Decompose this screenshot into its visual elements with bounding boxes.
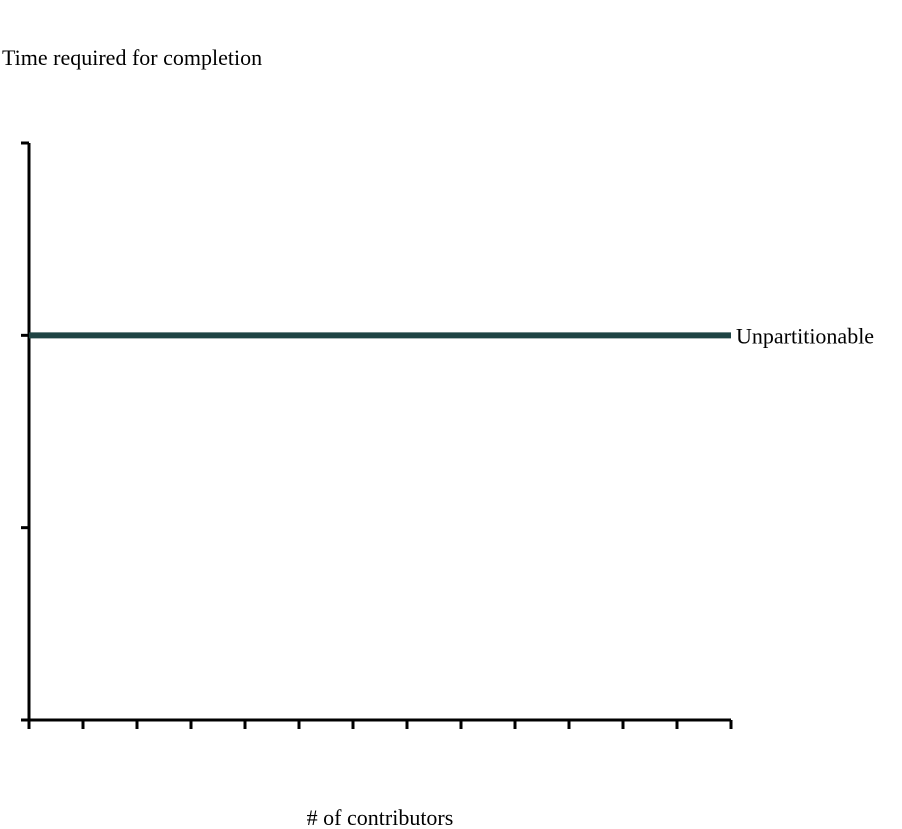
x-axis-title: # of contributors — [307, 805, 454, 829]
y-axis-title: Time required for completion — [2, 45, 262, 70]
series-label: Unpartitionable — [736, 323, 874, 348]
axes — [27, 143, 731, 722]
series: Unpartitionable — [29, 323, 874, 348]
ticks — [21, 141, 733, 729]
